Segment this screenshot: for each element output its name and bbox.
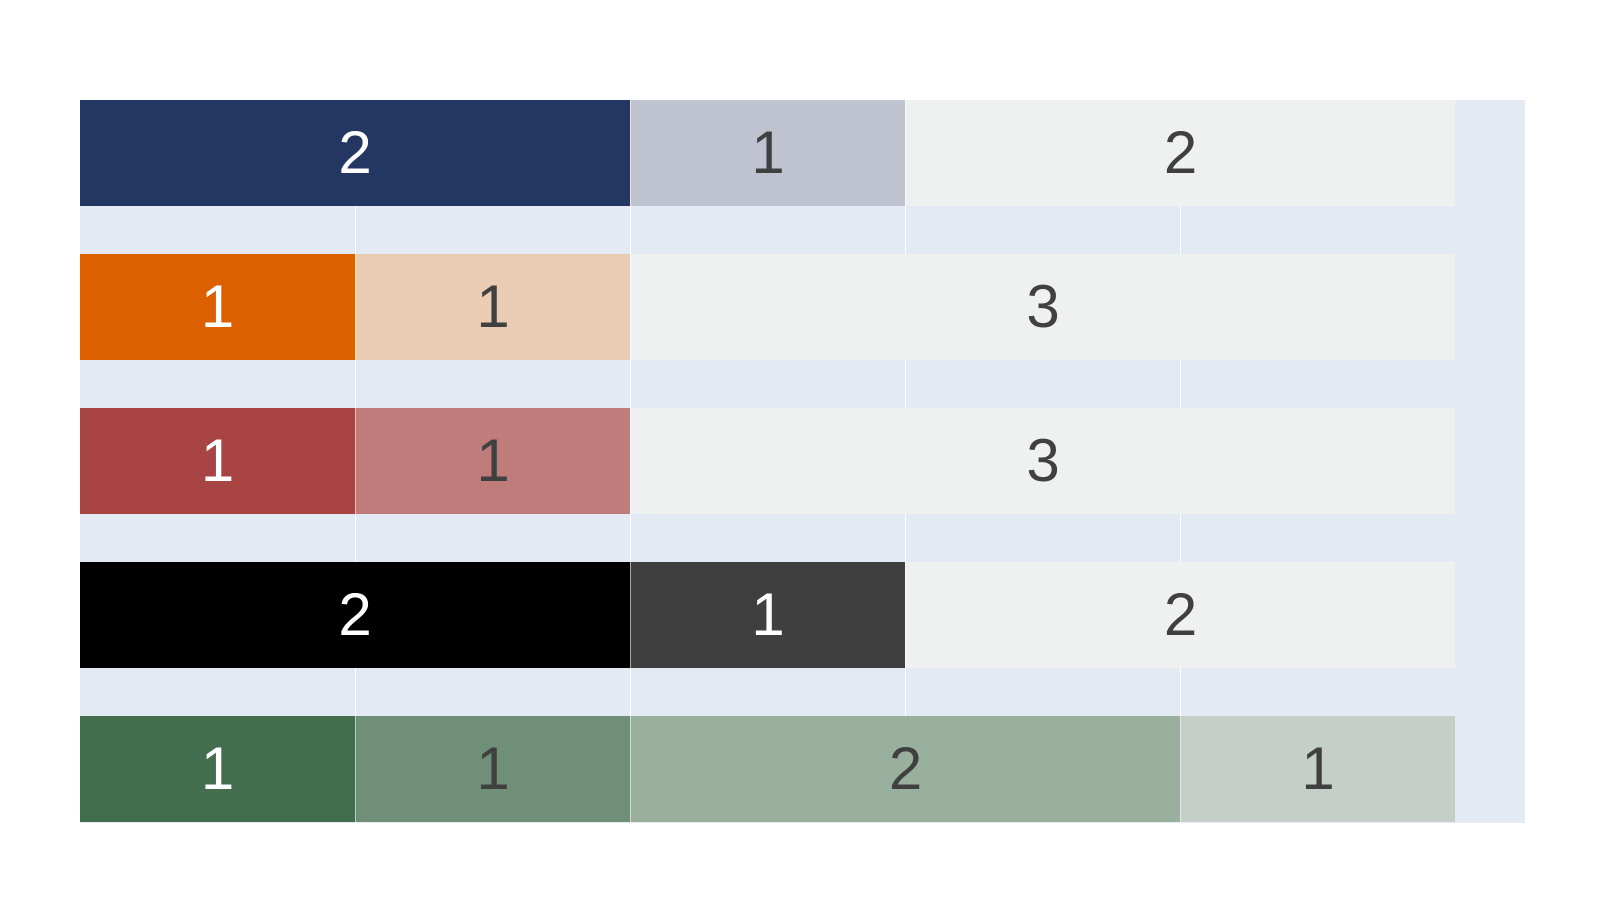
span-block: 2: [630, 716, 1180, 822]
span-block: 1: [80, 254, 355, 360]
span-block: 1: [80, 408, 355, 514]
span-block: 2: [905, 100, 1455, 206]
span-block: 2: [80, 562, 630, 668]
span-block: 2: [80, 100, 630, 206]
span-block: 3: [630, 254, 1455, 360]
span-block: 3: [630, 408, 1455, 514]
span-block: 1: [630, 562, 905, 668]
span-block: 1: [355, 408, 630, 514]
span-block: 1: [355, 254, 630, 360]
span-block: 1: [630, 100, 905, 206]
span-block: 1: [80, 716, 355, 822]
span-block: 1: [1180, 716, 1455, 822]
span-block: 1: [355, 716, 630, 822]
span-block: 2: [905, 562, 1455, 668]
